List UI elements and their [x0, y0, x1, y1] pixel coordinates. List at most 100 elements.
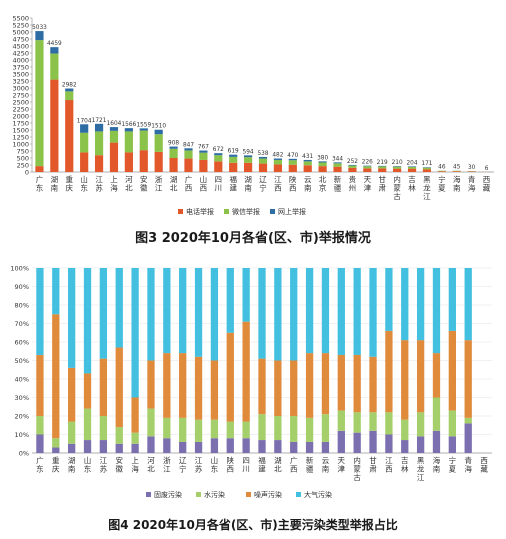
bar-segment: [432, 353, 441, 398]
category-label: 山东: [84, 455, 92, 474]
category-label: 福建: [258, 456, 266, 474]
y-tick-label: 3500: [12, 71, 29, 79]
bar-segment: [363, 168, 372, 172]
y-tick-label: 750: [17, 148, 29, 156]
category-label: 吉林: [408, 175, 416, 193]
y-tick-label: 1000: [12, 141, 29, 149]
bar-segment: [199, 150, 208, 153]
bar-segment: [321, 441, 330, 453]
category-label: 云南: [322, 456, 330, 474]
bar-segment: [243, 162, 253, 172]
bar-segment: [290, 441, 298, 453]
bar-segment: [290, 360, 298, 416]
bar-segment: [393, 168, 402, 172]
bar-segment: [124, 128, 133, 132]
bar-segment: [416, 412, 425, 437]
y-tick-label: 2750: [12, 92, 29, 100]
y-tick-label: 5250: [12, 22, 29, 30]
legend-swatch: [296, 492, 301, 497]
category-label: 海南: [433, 455, 441, 474]
bar-segment: [305, 353, 314, 418]
y-tick-label: 0: [25, 169, 29, 177]
legend-swatch: [270, 209, 275, 214]
bar-segment: [243, 157, 253, 163]
total-label: 767: [198, 145, 209, 151]
bar-segment: [321, 414, 330, 442]
legend-label: 电话举报: [186, 207, 214, 216]
legend-swatch: [224, 209, 229, 214]
total-label: 431: [302, 154, 313, 160]
bar-segment: [333, 162, 342, 164]
bar-segment: [179, 417, 187, 442]
bar-segment: [288, 160, 297, 165]
bar-segment: [99, 440, 108, 453]
bar-segment: [353, 354, 361, 413]
bar-segment: [273, 159, 283, 165]
bar-segment: [274, 268, 282, 361]
category-label: 江西: [385, 456, 393, 474]
bar-segment: [369, 430, 377, 453]
category-label: 青海: [468, 174, 476, 193]
bar-segment: [163, 417, 171, 439]
bar-segment: [139, 130, 148, 151]
bar-segment: [184, 148, 193, 151]
bar-segment: [154, 151, 163, 172]
bar-segment: [80, 152, 89, 172]
bar-segment: [99, 268, 108, 359]
y-tick-label: 80%: [15, 302, 29, 310]
bar-segment: [448, 330, 456, 411]
bar-segment: [378, 168, 387, 172]
bar-segment: [214, 155, 223, 162]
y-tick-label: 2250: [12, 106, 29, 114]
bar-segment: [290, 268, 298, 361]
bar-segment: [65, 88, 74, 92]
category-label: 重庆: [52, 456, 60, 474]
bar-segment: [321, 268, 330, 354]
total-label: 1566: [121, 122, 136, 128]
category-label: 辽宁: [179, 456, 187, 474]
bar-segment: [258, 440, 266, 453]
bar-segment: [369, 268, 377, 357]
category-label: 西藏: [480, 456, 488, 474]
category-label: 甘肃: [369, 455, 377, 474]
bar-segment: [407, 168, 417, 172]
total-label: 594: [243, 149, 254, 155]
bar-segment: [305, 441, 314, 453]
category-label: 安徽: [115, 455, 123, 474]
bar-segment: [242, 421, 250, 439]
category-label: 四川: [242, 456, 250, 474]
y-tick-label: 60%: [15, 339, 29, 347]
bar-segment: [401, 440, 409, 453]
category-label: 湖南: [68, 456, 76, 474]
total-label: 470: [287, 153, 298, 159]
figure3-caption: 图3 2020年10月各省(区、市)举报情况: [135, 231, 371, 246]
bar-segment: [305, 268, 314, 354]
bar-segment: [229, 162, 238, 172]
bar-segment: [147, 360, 155, 409]
bar-segment: [194, 441, 203, 453]
bar-segment: [83, 373, 92, 409]
legend-label: 大气污染: [304, 490, 332, 499]
bar-segment: [416, 268, 425, 341]
total-label: 908: [168, 141, 179, 147]
bar-segment: [35, 166, 44, 172]
bar-segment: [50, 47, 59, 54]
bar-segment: [50, 53, 59, 80]
bar-segment: [303, 159, 312, 162]
category-label: 湖南: [244, 175, 252, 193]
bar-segment: [36, 268, 44, 355]
bar-segment: [184, 150, 193, 159]
bar-segment: [80, 124, 89, 133]
category-label: 湖北: [170, 175, 178, 193]
bar-segment: [318, 162, 327, 167]
category-label: 黑龙江: [417, 456, 425, 482]
total-label: 1721: [92, 118, 107, 124]
y-tick-label: 4500: [12, 43, 29, 51]
bar-segment: [94, 131, 104, 156]
total-label: 210: [392, 160, 403, 166]
bar-segment: [68, 421, 76, 444]
bar-segment: [337, 410, 345, 431]
category-label: 内蒙古: [353, 455, 361, 482]
bar-segment: [369, 356, 377, 413]
